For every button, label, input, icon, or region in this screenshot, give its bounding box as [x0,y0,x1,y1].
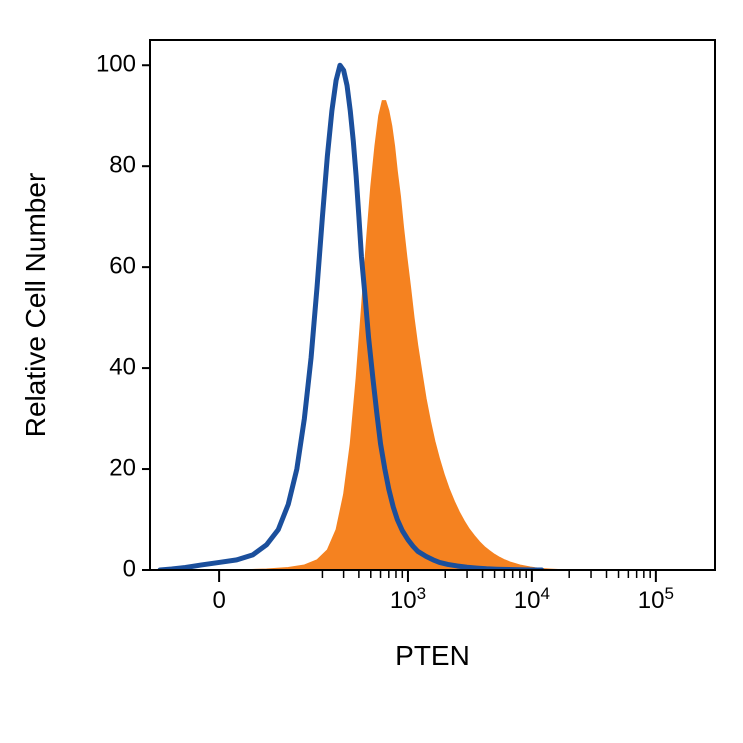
x-tick-label: 105 [638,584,674,615]
y-tick-label: 80 [109,152,136,179]
y-tick-label: 100 [96,51,136,78]
y-tick-label: 20 [109,454,136,481]
x-tick-label: 103 [390,584,426,615]
y-axis-label: Relative Cell Number [20,173,51,438]
y-tick-label: 40 [109,353,136,380]
chart-svg: 0 20 40 60 80 100 0 103 104 105 Relative Cell Numb… [0,0,743,743]
y-tick-label: 0 [123,555,136,582]
flow-cytometry-histogram: 0 20 40 60 80 100 0 103 104 105 Relative Cell Numb… [0,0,743,743]
y-tick-label: 60 [109,252,136,279]
x-axis-label: PTEN [395,640,470,671]
x-tick-label: 0 [212,587,225,614]
x-tick-label: 104 [514,584,550,615]
